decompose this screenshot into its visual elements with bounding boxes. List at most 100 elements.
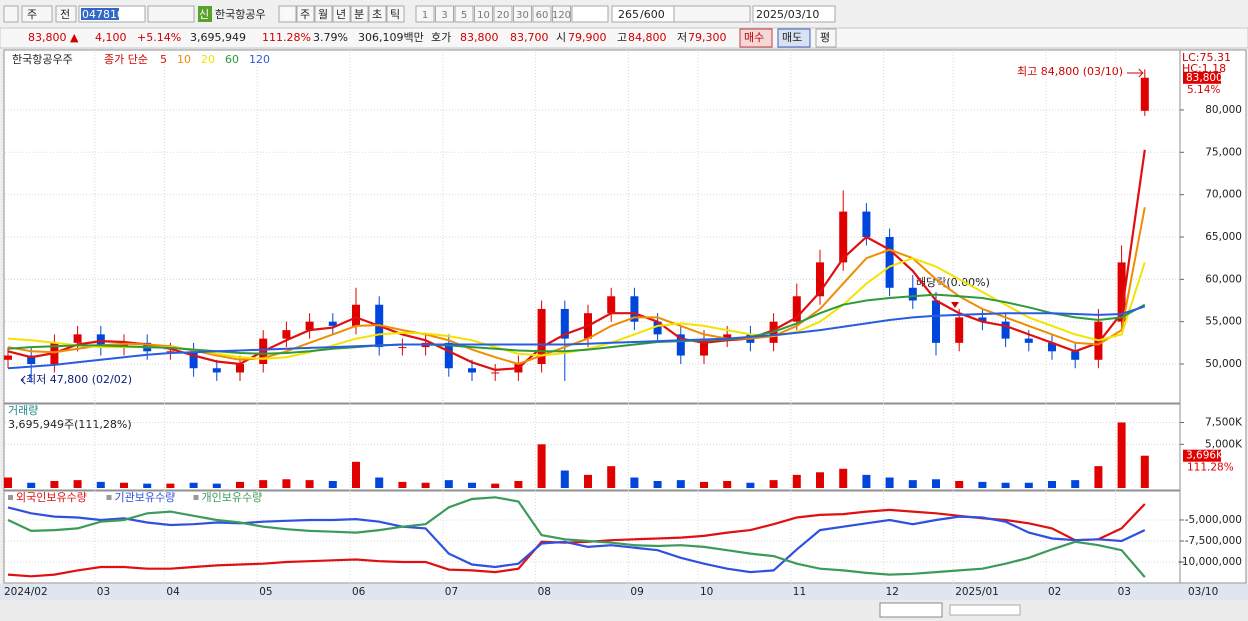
new-badge <box>198 6 212 22</box>
volume-bar <box>143 483 152 488</box>
candle-body <box>816 262 824 297</box>
avg: 평 <box>820 31 830 44</box>
tool-buttons[interactable] <box>673 5 751 23</box>
sell-button[interactable] <box>777 28 811 48</box>
code: 047810 <box>82 8 124 21</box>
volume-bar <box>491 483 500 488</box>
search-button[interactable] <box>147 5 195 23</box>
interval-button[interactable] <box>532 5 552 23</box>
candle-body <box>212 368 221 373</box>
low: 79,300 <box>688 31 727 44</box>
volume-bar <box>73 480 82 488</box>
interval: 1 <box>422 10 428 21</box>
rate: +5.14% <box>137 31 181 44</box>
legend-swatch <box>106 495 112 500</box>
candle-body <box>1140 77 1149 111</box>
candle-body <box>305 321 314 331</box>
candle-body <box>491 372 500 374</box>
buy: 매수 <box>744 31 764 44</box>
last-volume-tag <box>1183 449 1221 462</box>
period-button[interactable] <box>350 5 369 23</box>
prev-button[interactable] <box>55 5 77 23</box>
x-tick-label: 2025/01 <box>955 586 999 598</box>
candle-body <box>862 211 871 237</box>
volume-bar <box>584 474 592 488</box>
y-tick-label: 50,000 <box>1205 358 1242 370</box>
candle-body <box>560 308 569 339</box>
volume-bar <box>723 481 732 488</box>
interval-button[interactable] <box>493 5 513 23</box>
zoom-slider[interactable] <box>949 604 1021 616</box>
total: /600 <box>640 8 665 21</box>
volume-bar <box>236 481 244 488</box>
holding-line <box>7 496 1146 578</box>
nav-buttons[interactable] <box>879 602 943 618</box>
period: 년 <box>336 8 346 21</box>
count: 265 <box>618 8 639 21</box>
holding-line <box>7 506 1146 574</box>
period-button[interactable] <box>368 5 387 23</box>
volume-bar <box>1048 481 1056 488</box>
interval-button[interactable] <box>513 5 532 23</box>
open: 79,900 <box>568 31 607 44</box>
interval-button[interactable] <box>552 5 571 23</box>
x-tick-label: 06 <box>352 586 366 598</box>
volume-bar <box>560 470 569 488</box>
y-tick-label: 75,000 <box>1205 146 1242 158</box>
period: 분 <box>354 8 364 21</box>
volume-bar <box>398 481 407 488</box>
legend-title: 종가 단순 <box>104 53 148 66</box>
last-price-tag <box>1183 71 1221 84</box>
volume-bar <box>166 483 175 488</box>
volume-bar <box>607 466 616 488</box>
legend-entry: 60 <box>225 53 239 66</box>
interval-button[interactable] <box>435 5 454 23</box>
avg-button[interactable] <box>815 28 837 48</box>
legend-swatch <box>193 495 199 500</box>
interval-button[interactable] <box>415 5 435 23</box>
volume-bar <box>630 477 639 488</box>
y-tick-label: 55,000 <box>1205 316 1242 328</box>
volume-bar <box>885 477 894 488</box>
volume-bar <box>328 481 337 488</box>
candle-body <box>1048 342 1056 352</box>
x-tick-label: 08 <box>538 586 551 598</box>
menu-button[interactable] <box>3 5 19 23</box>
prev: 전 <box>60 8 70 21</box>
candle-body <box>653 321 662 335</box>
last-price: 83,800 <box>1186 72 1223 84</box>
high-arrow <box>1127 68 1144 78</box>
quote-bar <box>0 27 1248 49</box>
volume-bar <box>120 482 128 488</box>
period-button[interactable] <box>278 5 297 23</box>
volume-bar <box>352 461 360 488</box>
period-button[interactable] <box>332 5 351 23</box>
volume-bar <box>676 480 685 488</box>
y-tick-label: 70,000 <box>1205 189 1242 201</box>
volume-bar <box>259 480 268 488</box>
interval-button[interactable] <box>454 5 474 23</box>
period: 주 <box>300 8 310 21</box>
date-input[interactable] <box>752 5 836 23</box>
interval: 30 <box>516 10 529 21</box>
candle-body <box>166 351 175 353</box>
volume-bar <box>792 474 801 488</box>
volume-bar <box>1094 466 1103 488</box>
bid: 83,700 <box>510 31 549 44</box>
market-select[interactable] <box>21 5 53 23</box>
candle-body <box>120 342 128 348</box>
period-button[interactable] <box>386 5 405 23</box>
period-button[interactable] <box>296 5 315 23</box>
y-tick-label: 5,000K <box>1205 438 1243 450</box>
custom-interval[interactable] <box>571 5 609 23</box>
high-label: 고 <box>617 31 627 44</box>
interval-button[interactable] <box>474 5 493 23</box>
buy-button[interactable] <box>739 28 773 48</box>
high-annotation: 최고 84,800 (03/10) <box>1017 65 1123 78</box>
dividend-marker <box>951 302 959 308</box>
candle-body <box>444 342 453 369</box>
candle-body <box>236 364 244 373</box>
period-button[interactable] <box>314 5 333 23</box>
scroll-bar[interactable] <box>0 600 1248 621</box>
volume-bar <box>908 480 917 488</box>
